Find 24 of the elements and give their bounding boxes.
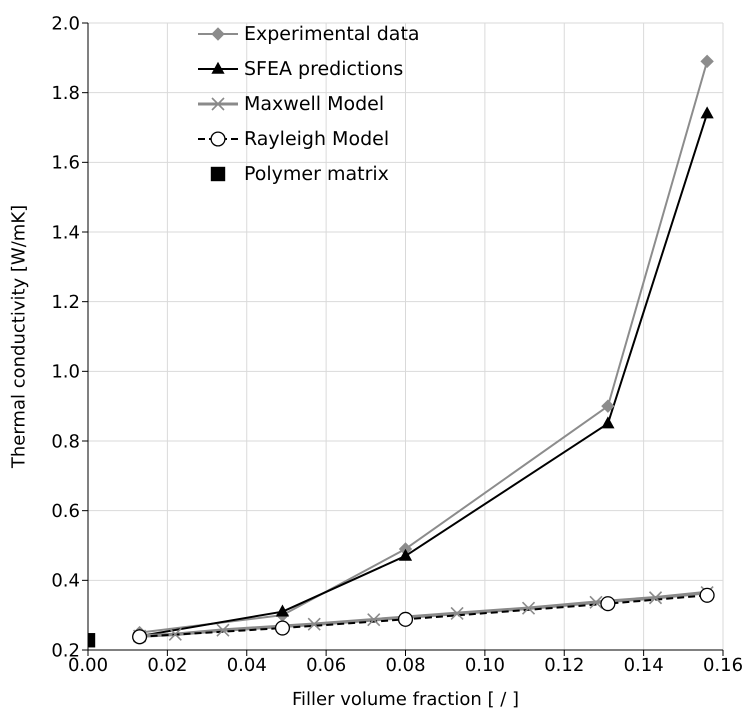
y-tick-label: 2.0 <box>51 13 80 34</box>
x-tick-label: 0.02 <box>147 654 188 676</box>
x-axis-title: Filler volume fraction [ / ] <box>292 689 520 710</box>
y-tick-label: 0.8 <box>51 431 80 452</box>
x-tick-label: 0.06 <box>306 654 346 676</box>
x-tick-label: 0.04 <box>226 654 267 676</box>
legend-label: Rayleigh Model <box>244 128 390 150</box>
x-tick-label: 0.12 <box>544 654 584 676</box>
legend-label: SFEA predictions <box>244 58 404 80</box>
y-tick-label: 1.4 <box>51 222 80 244</box>
legend-label: Maxwell Model <box>244 92 384 114</box>
y-axis-title: Thermal conductivity [W/mK] <box>8 204 30 470</box>
y-tick-label: 1.2 <box>51 292 80 314</box>
y-tick-label: 1.0 <box>51 362 80 383</box>
y-tick-label: 0.6 <box>51 501 80 522</box>
x-tick-label: 0.14 <box>624 654 664 676</box>
y-tick-label: 0.4 <box>51 570 80 592</box>
legend-label: Polymer matrix <box>244 162 389 184</box>
x-tick-label: 0.08 <box>385 654 426 676</box>
y-tick-label: 1.8 <box>51 83 80 104</box>
legend-label: Experimental data <box>244 22 420 44</box>
y-tick-label: 1.6 <box>51 152 80 174</box>
x-tick-label: 0.10 <box>464 654 505 676</box>
x-tick-label: 0.16 <box>702 654 744 676</box>
